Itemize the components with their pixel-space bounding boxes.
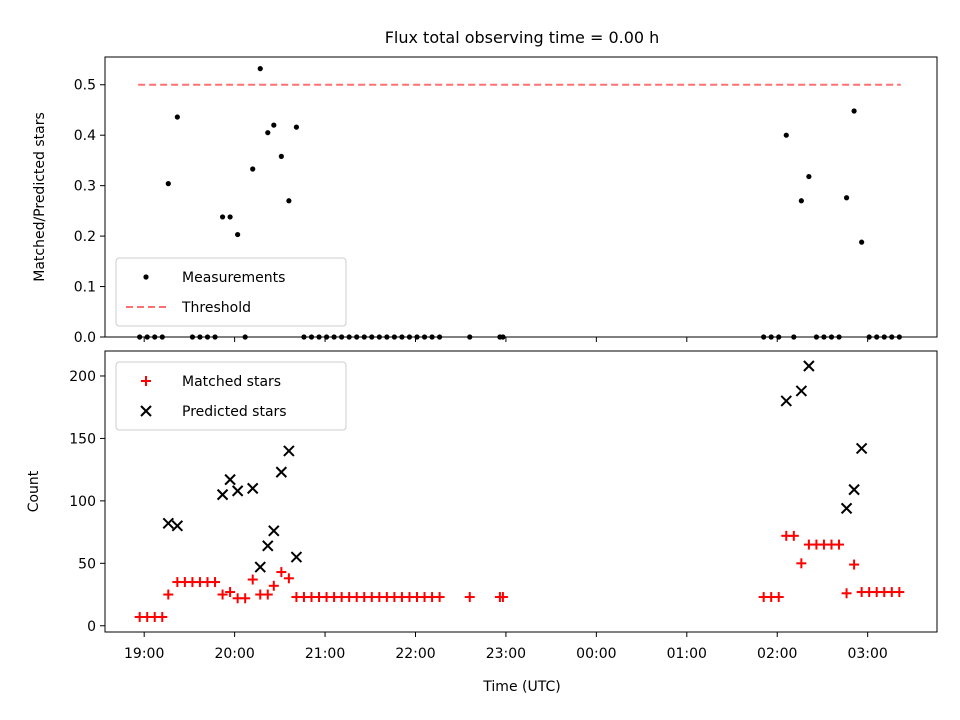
xtick-label: 19:00 (124, 646, 164, 662)
predicted-stars-point (171, 520, 184, 532)
bottom-ytick-label: 100 (69, 494, 96, 510)
top-ytick-label: 0.3 (74, 179, 96, 195)
bottom-legend: Matched stars Predicted stars (115, 361, 347, 431)
xtick-label: 22:00 (395, 646, 435, 662)
predicted-stars-point (780, 395, 792, 407)
matched-stars-point (841, 588, 852, 599)
top-ytick-label: 0.2 (74, 229, 96, 245)
xtick-label: 02:00 (757, 646, 797, 662)
measurement-point (235, 231, 241, 238)
bottom-panel: 0 50 100 150 200 19:00 20:00 21:00 22:00 23:00 00:… (26, 350, 938, 662)
xtick-label: 23:00 (486, 646, 526, 662)
matched-stars-point (276, 567, 287, 578)
bottom-series-predicted-stars (162, 360, 868, 573)
top-ytick-label: 0.4 (74, 128, 96, 144)
measurement-point (278, 153, 284, 159)
predicted-stars-point (254, 561, 266, 573)
matched-stars-point (217, 589, 228, 600)
top-axes-frame (104, 56, 938, 338)
bottom-ytick-label: 0 (87, 619, 96, 635)
predicted-stars-point (268, 525, 280, 537)
matched-stars-point (894, 587, 905, 598)
matched-stars-point (247, 574, 258, 585)
measurement-point (219, 214, 226, 220)
top-legend-label: Measurements (182, 270, 285, 286)
bottom-axes-frame (104, 350, 938, 633)
predicted-stars-point (848, 483, 860, 496)
measurement-point (851, 108, 857, 114)
measurement-point (783, 132, 789, 138)
bottom-legend-handle (140, 405, 152, 417)
measurement-point (293, 124, 300, 130)
xtick-label: 20:00 (214, 646, 254, 662)
predicted-stars-point (162, 517, 175, 530)
top-legend-handle (143, 274, 149, 280)
predicted-stars-point (262, 540, 274, 552)
bottom-legend-handle (141, 376, 151, 386)
top-ytick-label: 0.1 (74, 280, 96, 296)
measurement-point (271, 122, 277, 128)
top-ytick-label: 0.0 (74, 330, 96, 346)
predicted-stars-point (231, 485, 244, 497)
bottom-legend-label: Matched stars (182, 374, 281, 390)
predicted-stars-point (275, 466, 288, 478)
xtick-label: 03:00 (847, 646, 887, 662)
matched-stars-point (262, 589, 273, 600)
matched-stars-point (163, 589, 174, 600)
predicted-stars-point (283, 445, 295, 457)
matched-stars-point (157, 612, 168, 623)
bottom-legend-box (115, 361, 347, 431)
predicted-stars-point (840, 502, 853, 515)
bottom-ytick-label: 150 (69, 431, 96, 447)
bottom-ytick-label: 50 (78, 556, 96, 572)
predicted-stars-point (216, 488, 229, 501)
matched-stars-point (834, 539, 845, 550)
measurement-point (227, 214, 233, 220)
matched-stars-point (268, 580, 279, 591)
measurement-point (843, 195, 850, 201)
predicted-stars-point (224, 473, 236, 486)
predicted-stars-point (803, 360, 815, 372)
measurement-point (257, 66, 263, 72)
matched-stars-point (796, 558, 807, 569)
top-panel: 0.0 0.1 0.2 0.3 0.4 0.5 Matched/Predicted star… (32, 56, 938, 346)
bottom-chart-xlabel: Time (UTC) (482, 679, 560, 695)
measurement-point (859, 239, 865, 245)
measurement-point (174, 114, 180, 120)
bottom-ytick-label: 200 (69, 369, 96, 385)
top-chart-title: Flux total observing time = 0.00 h (385, 28, 660, 47)
predicted-stars-point (855, 442, 868, 455)
measurement-point (250, 166, 256, 172)
matched-stars-point (283, 573, 294, 584)
matched-stars-point (849, 559, 860, 570)
top-legend-label: Threshold (181, 300, 251, 316)
predicted-stars-point (247, 482, 259, 495)
measurement-point (165, 181, 171, 187)
predicted-stars-point (290, 551, 303, 563)
matched-stars-point (788, 530, 799, 541)
measurement-point (265, 130, 271, 136)
bottom-chart-ylabel: Count (26, 470, 42, 512)
matched-stars-point (240, 593, 251, 604)
matched-stars-point (773, 592, 784, 603)
measurement-point (798, 198, 804, 204)
bottom-legend-label: Predicted stars (182, 404, 287, 420)
top-legend: Measurements Threshold (115, 257, 347, 327)
matched-stars-point (225, 587, 236, 598)
top-ytick-label: 0.5 (74, 78, 96, 94)
measurement-point (286, 198, 292, 204)
xtick-label: 00:00 (576, 646, 616, 662)
matched-stars-point (464, 592, 475, 603)
matched-stars-point (497, 592, 508, 603)
top-chart-ylabel: Matched/Predicted stars (32, 112, 48, 282)
measurement-point (806, 173, 812, 180)
bottom-series-matched-stars (134, 530, 905, 623)
top-legend-box (115, 257, 347, 327)
matched-stars-point (210, 577, 221, 588)
xtick-label: 01:00 (667, 646, 707, 662)
matched-stars-point (434, 592, 445, 603)
predicted-stars-point (795, 385, 808, 397)
xtick-label: 21:00 (305, 646, 345, 662)
